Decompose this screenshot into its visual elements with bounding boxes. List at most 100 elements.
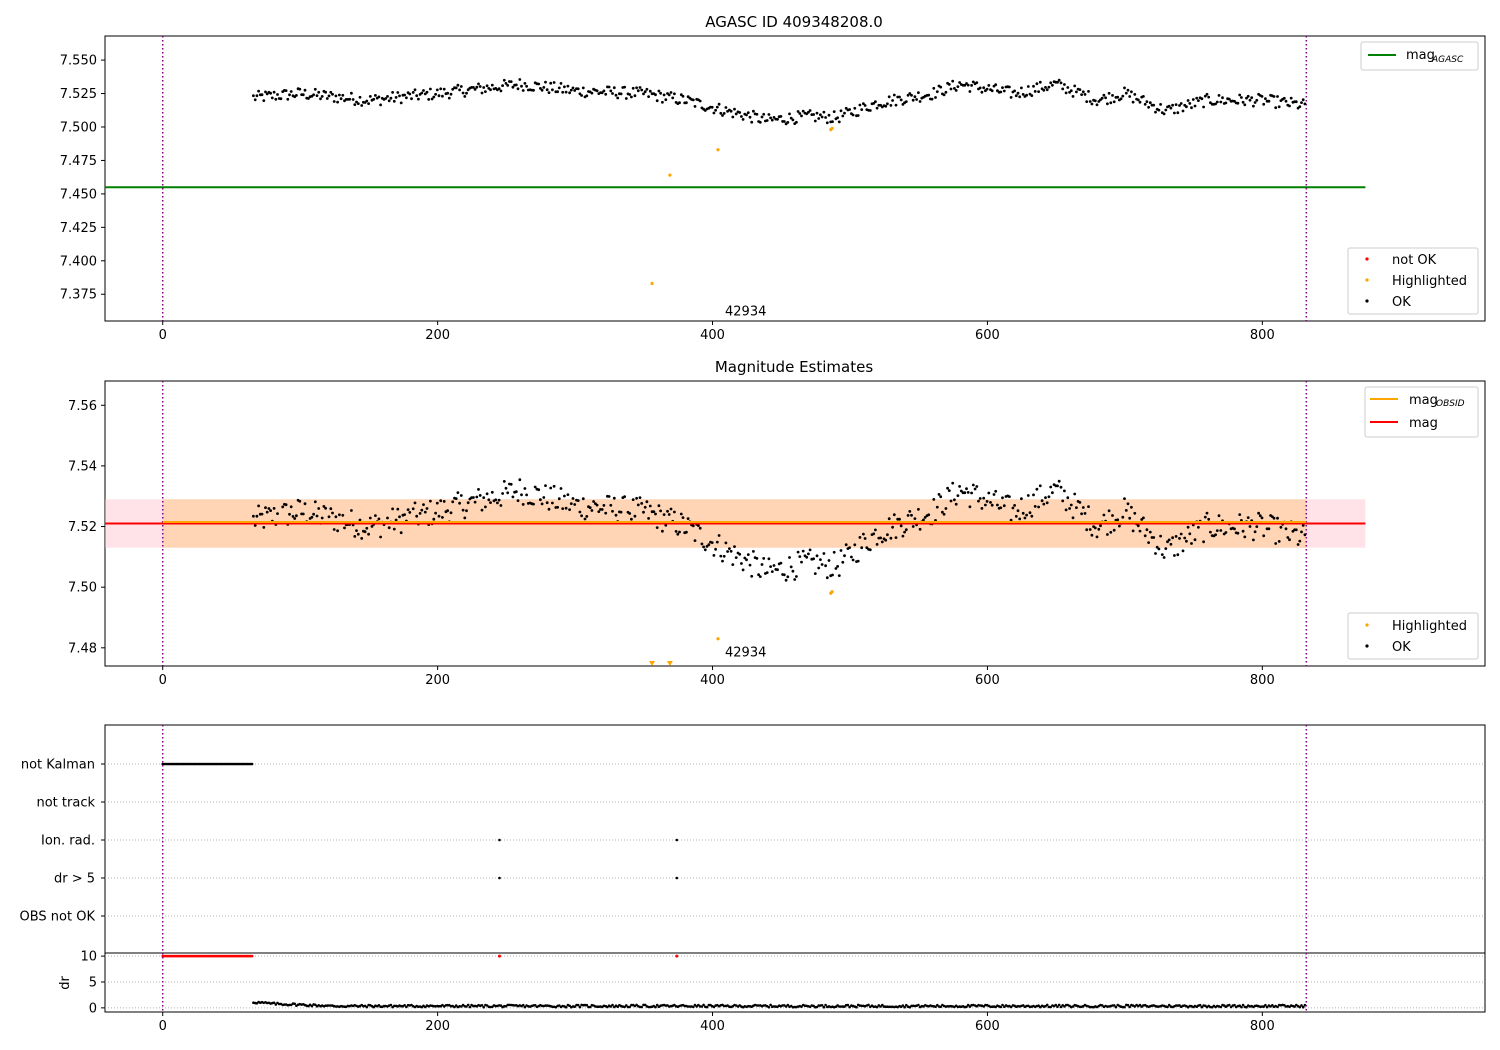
ok-point <box>958 81 961 84</box>
ok-point <box>1116 95 1120 99</box>
magnitude-ok-point <box>350 509 353 512</box>
ok-point <box>489 88 492 92</box>
ok-point <box>863 104 867 107</box>
ok-point <box>654 93 657 97</box>
ok-point <box>539 87 542 90</box>
ok-point <box>1130 90 1133 94</box>
ok-point <box>795 120 798 124</box>
ok-point <box>358 95 362 99</box>
ok-point <box>411 91 415 94</box>
magnitude-ok-point <box>801 549 805 553</box>
magnitude-ok-point <box>600 508 604 511</box>
magnitude-ok-point <box>975 485 979 488</box>
ok-point <box>398 94 401 98</box>
magnitude-ok-point <box>733 545 736 548</box>
dr-ytick-label-1: 5 <box>89 975 97 990</box>
ok-point <box>482 86 486 89</box>
ok-point <box>270 96 274 100</box>
magnitude-ok-point <box>1243 535 1247 539</box>
ok-point <box>760 115 764 119</box>
magnitude-ok-point <box>1272 516 1276 520</box>
ok-point <box>1262 102 1266 106</box>
ok-point <box>770 118 774 122</box>
ok-point <box>824 116 827 119</box>
dr-point <box>1059 1005 1063 1009</box>
magnitude-ok-point <box>1166 540 1169 544</box>
ok-point <box>772 116 776 119</box>
magnitude-ok-point <box>731 563 735 566</box>
magnitude-ok-point <box>551 501 554 505</box>
magnitude-ok-point <box>856 559 860 563</box>
magnitude-ok-point <box>590 509 594 512</box>
ok-point <box>640 88 644 92</box>
magnitude-ok-point <box>901 534 905 538</box>
ok-point <box>1227 97 1231 101</box>
ok-point <box>752 109 755 113</box>
magnitude-ok-point <box>875 543 879 546</box>
magnitude-ok-point <box>1241 529 1245 533</box>
magnitude-ok-point <box>422 503 425 506</box>
ok-point <box>269 91 272 95</box>
magnitude-ok-point <box>396 507 400 511</box>
ok-point <box>475 85 479 89</box>
dr-point <box>697 1003 700 1007</box>
magnitude-ok-point <box>312 512 315 516</box>
ok-point <box>721 114 724 117</box>
ok-point <box>1272 95 1276 98</box>
ok-point <box>631 86 635 90</box>
magnitude-ok-point <box>478 494 482 497</box>
ok-point <box>423 92 427 96</box>
ok-point <box>1033 90 1037 93</box>
ok-point <box>662 93 666 97</box>
magnitude-ok-point <box>441 516 444 519</box>
ok-point <box>932 86 936 90</box>
magnitude-ok-point <box>911 525 915 528</box>
magnitude-ok-point <box>703 548 707 552</box>
magnitude-ok-point <box>770 570 774 573</box>
magnitude-ok-point <box>520 493 523 497</box>
magnitude-ok-point <box>1011 506 1015 510</box>
ok-point <box>430 97 434 101</box>
ok-point <box>942 93 946 97</box>
ok-point <box>458 88 461 92</box>
dr-point <box>905 1003 908 1007</box>
magnitude-ok-point <box>1073 492 1077 496</box>
magnitude-ok-point <box>1056 484 1059 488</box>
ok-point <box>456 83 460 87</box>
magnitude-ok-point <box>910 513 913 517</box>
magnitude-ok-point <box>559 487 563 490</box>
ok-point <box>396 91 400 94</box>
magnitude-ok-point <box>265 510 269 514</box>
magnitude-ok-point <box>942 512 946 516</box>
magnitude-ok-point <box>1021 511 1025 515</box>
ok-point <box>1047 85 1051 89</box>
magnitude-ok-point <box>1176 553 1180 557</box>
magnitude-ok-point <box>648 504 652 508</box>
ok-point <box>740 115 743 118</box>
ok-point <box>537 82 541 86</box>
ok-point <box>767 113 771 116</box>
magnitude-ok-point <box>1045 501 1049 505</box>
ok-point <box>910 93 913 97</box>
magnitude-ok-point <box>927 513 931 517</box>
dr-point <box>1271 1004 1274 1007</box>
ok-point <box>1093 99 1097 103</box>
ok-point <box>392 99 396 103</box>
ok-point <box>1298 105 1302 108</box>
ok-point <box>549 81 553 85</box>
magnitude-ok-point <box>970 491 973 495</box>
magnitude-ok-point <box>408 511 412 514</box>
magnitude-ok-point <box>466 501 470 505</box>
magnitude-ok-point <box>1260 516 1264 520</box>
ok-point <box>636 89 640 93</box>
magnitude-xtick-label-0: 0 <box>159 673 167 688</box>
magnitude-ok-point <box>782 573 786 577</box>
magnitude-ok-point <box>642 510 645 514</box>
ok-point <box>733 107 736 111</box>
dr-point <box>308 1003 312 1007</box>
ok-point <box>1083 93 1087 96</box>
dr-point <box>999 1005 1003 1009</box>
magnitude-ok-point <box>894 536 898 539</box>
ok-point <box>762 112 766 116</box>
ok-point <box>868 109 872 112</box>
